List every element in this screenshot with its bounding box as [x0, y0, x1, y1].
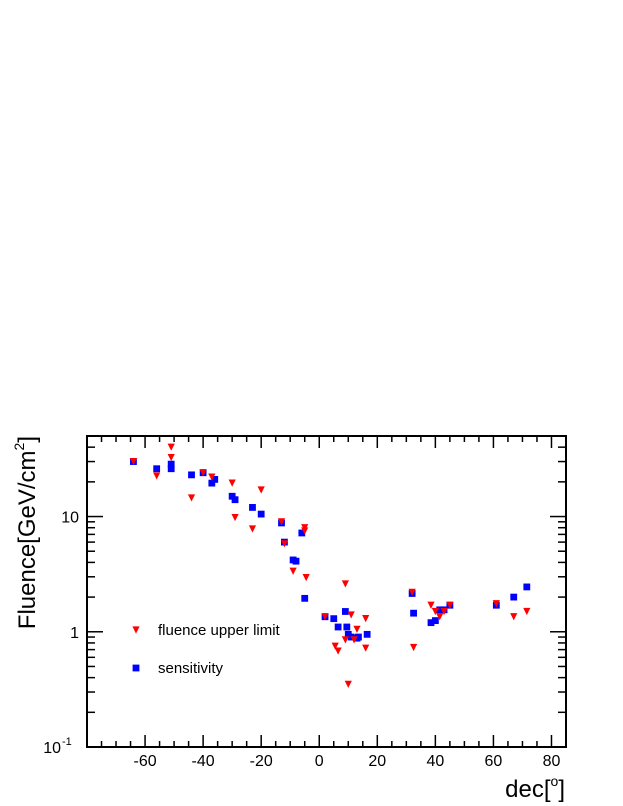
x-tick-label: 0 [315, 753, 324, 770]
upper-limit-point [446, 601, 454, 609]
sensitivity-point [228, 492, 236, 500]
sensitivity-point [343, 623, 351, 631]
y-tick-label: 10 [61, 510, 79, 527]
upper-limit-point [167, 453, 175, 462]
upper-limit-point [492, 600, 500, 608]
legend-label-upper-limit: fluence upper limit [158, 622, 281, 639]
upper-limit-point [409, 643, 418, 652]
sensitivity-point [341, 608, 349, 615]
upper-limit-point [208, 473, 216, 481]
x-tick-label: -20 [250, 753, 273, 770]
upper-limit-point [277, 518, 286, 526]
upper-limit-point [248, 525, 257, 533]
upper-limit-point [231, 513, 239, 522]
sensitivity-point [431, 617, 439, 625]
upper-limit-point [129, 457, 138, 466]
upper-limit-point [167, 443, 175, 451]
sensitivity-point [231, 496, 239, 504]
y-axis-title: Fluence[GeV/cm2] [11, 436, 41, 629]
sensitivity-point [249, 504, 256, 511]
upper-limit-point [341, 636, 349, 644]
sensitivity-point [334, 623, 342, 631]
upper-limit-point [362, 644, 370, 652]
upper-limit-point [289, 567, 297, 575]
upper-limit-point [199, 469, 207, 477]
sensitivity-point [257, 510, 265, 518]
upper-limit-point [431, 607, 439, 616]
sensitivity-point [153, 465, 161, 473]
legend: fluence upper limit sensitivity [132, 622, 281, 677]
data-marks [129, 443, 531, 688]
upper-limit-point [302, 574, 310, 582]
x-tick-label: -60 [133, 753, 156, 770]
upper-limit-point [228, 479, 236, 487]
upper-limit-point [301, 527, 309, 535]
upper-limit-point [523, 607, 531, 616]
upper-limit-point [440, 607, 448, 616]
plot-frame [86, 435, 567, 748]
upper-limit-point [362, 615, 370, 623]
sensitivity-point [211, 476, 219, 483]
upper-limit-point [334, 647, 342, 655]
sensitivity-point [301, 594, 309, 602]
sensitivity-point [523, 583, 531, 591]
sensitivity-point [167, 460, 175, 468]
x-tick-label: -40 [192, 753, 215, 770]
sensitivity-point [355, 633, 362, 641]
upper-limit-point [436, 613, 444, 621]
axes [86, 435, 567, 748]
x-axis-title: dec[o] [505, 773, 565, 803]
x-tick-label: 20 [368, 753, 386, 770]
sensitivity-point [510, 593, 518, 601]
sensitivity-point [208, 479, 216, 487]
upper-limit-point [353, 625, 361, 633]
sensitivity-point [298, 529, 306, 537]
upper-limit-point [331, 642, 339, 650]
y-tick-label-exponent: -1 [62, 736, 72, 748]
sensitivity-point [167, 465, 175, 473]
y-tick-label: 1 [70, 625, 79, 642]
upper-limit-point [427, 601, 435, 609]
sensitivity-point [188, 471, 195, 479]
upper-limit-point [408, 588, 416, 596]
upper-limit-point [347, 611, 355, 619]
x-tick-label: 40 [426, 753, 444, 770]
sensitivity-point [436, 606, 444, 614]
sensitivity-point [330, 615, 338, 623]
upper-limit-point [350, 636, 358, 644]
legend-marker-upper-limit [132, 626, 140, 634]
x-tick-label: 60 [485, 753, 503, 770]
sensitivity-point [363, 630, 371, 638]
sensitivity-point [292, 557, 300, 565]
upper-limit-point [341, 580, 349, 588]
upper-limit-point [187, 494, 196, 502]
upper-limit-point [344, 680, 352, 688]
sensitivity-point [427, 619, 435, 627]
sensitivity-point [410, 609, 417, 617]
upper-limit-point [257, 486, 265, 494]
upper-limit-point [280, 540, 289, 548]
upper-limit-point [321, 613, 329, 621]
upper-limit-point [510, 613, 518, 621]
x-tick-label: 80 [543, 753, 561, 770]
upper-limit-point [153, 472, 161, 480]
y-tick-label: 10 [43, 740, 61, 757]
legend-marker-sensitivity [132, 664, 140, 672]
legend-label-sensitivity: sensitivity [158, 660, 224, 677]
